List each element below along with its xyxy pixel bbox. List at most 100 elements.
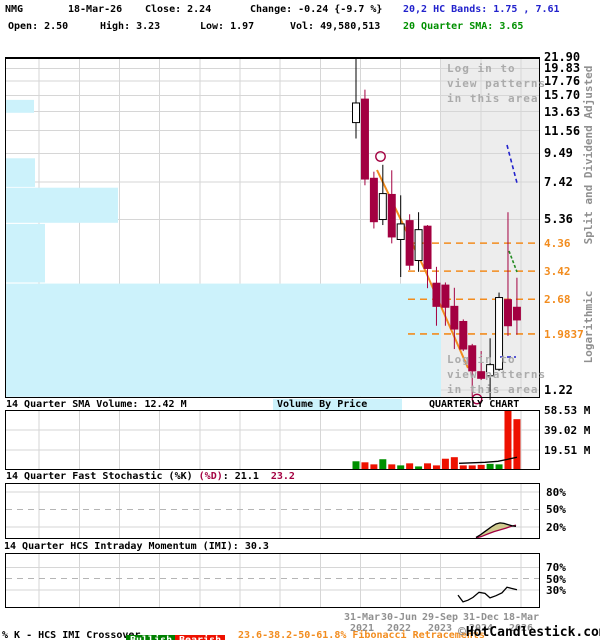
login-line: view patterns bbox=[447, 77, 547, 90]
change-value: Change: -0.24 {-9.7 %} bbox=[250, 4, 383, 15]
chart-type-label: QUARTERLY CHART bbox=[429, 399, 520, 410]
price-axis-label: 13.63 bbox=[544, 104, 581, 119]
candle-body-bearish bbox=[387, 193, 396, 238]
volume-bar-bearish bbox=[468, 465, 476, 469]
fibonacci-level-label: 3.42 bbox=[544, 265, 571, 279]
bullish-badge: Bullish bbox=[126, 635, 177, 640]
copyright-symbol: © bbox=[458, 625, 466, 640]
candle-body-bullish bbox=[378, 193, 387, 221]
stochastic-axis-label: 20% bbox=[546, 520, 566, 534]
low-value: Low: 1.97 bbox=[200, 21, 255, 32]
price-axis-label: 15.70 bbox=[544, 88, 581, 103]
price-axis-label: 19.83 bbox=[544, 61, 581, 76]
candle-body-bearish bbox=[459, 320, 468, 350]
price-scale-caption: Split and Dividend Adjusted bbox=[582, 65, 595, 245]
volume-axis-label: 58.53 M bbox=[544, 404, 591, 417]
candle-body-bullish bbox=[396, 223, 405, 240]
vbp-highlight bbox=[273, 399, 402, 410]
volume-bar-bearish bbox=[441, 458, 449, 469]
fibonacci-level-label: 2.68 bbox=[544, 293, 571, 307]
volume-bar-bullish bbox=[352, 461, 360, 469]
high-value: High: 3.23 bbox=[100, 21, 161, 32]
price-axis-label: 21.90 bbox=[544, 50, 581, 64]
panel-border bbox=[5, 410, 540, 470]
open-value: Open: 2.50 bbox=[8, 21, 69, 32]
hc-bands-value: 20,2 HC Bands: 1.75 , 7.61 bbox=[403, 4, 560, 15]
volume-bar-bullish bbox=[495, 464, 503, 469]
candle-body-bearish bbox=[477, 371, 486, 379]
login-overlay-bottom[interactable]: Log in to view patterns in this area bbox=[447, 352, 546, 397]
login-line: Log in to bbox=[447, 353, 516, 366]
stochastic-strip: 14 Quarter Fast Stochastic (%K) (%D): 21… bbox=[6, 471, 295, 482]
price-axis-label: 17.76 bbox=[544, 74, 581, 89]
candle-body-bullish bbox=[414, 229, 423, 262]
stoch-label: 14 Quarter Fast Stochastic (%K) bbox=[6, 471, 199, 482]
volume-bar-bearish bbox=[406, 463, 414, 469]
candle-body-bearish bbox=[423, 225, 432, 269]
date-tick-label: 31-Mar 2021 bbox=[343, 612, 381, 634]
fibonacci-legend: 23.6-38.2-50-61.8% Fibonacci Retracement… bbox=[238, 630, 485, 640]
bearish-badge: Bearish bbox=[175, 635, 226, 640]
log-scale-caption: Logarithmic bbox=[582, 290, 595, 364]
price-axis-label: 11.56 bbox=[544, 123, 581, 138]
volume-bar-bearish bbox=[450, 457, 458, 469]
volume-by-price-bar bbox=[6, 158, 35, 187]
volume-bar-bearish bbox=[432, 465, 440, 469]
price-axis-label: 1.22 bbox=[544, 383, 573, 397]
pattern-circle-marker bbox=[471, 393, 483, 405]
volume-axis-label: 19.51 M bbox=[544, 444, 591, 457]
date-tick-label: 18-Mar 2026 bbox=[502, 612, 540, 634]
crossover-legend: % K - HCS IMI Crossover, bbox=[2, 630, 147, 640]
volume-axis-label: 39.02 M bbox=[544, 424, 591, 437]
volume-by-price-bar bbox=[6, 223, 45, 283]
stochastic-axis-label: 80% bbox=[546, 485, 566, 499]
volume-sma-label: 14 Quarter SMA Volume: 12.42 M bbox=[6, 399, 187, 410]
price-axis-label: 9.49 bbox=[544, 146, 573, 161]
volume-sma-line bbox=[458, 456, 518, 464]
volume-bar-bearish bbox=[361, 462, 369, 469]
candle-body-bullish bbox=[486, 364, 495, 377]
stoch-k-value: : 21.1 bbox=[222, 471, 259, 482]
volume-by-price-bar bbox=[6, 99, 34, 113]
volume-bar-bearish bbox=[424, 463, 432, 469]
candle-body-bearish bbox=[360, 98, 369, 180]
stochastic-axis-label: 50% bbox=[546, 503, 566, 517]
fibonacci-level-label: 4.36 bbox=[544, 237, 571, 251]
sma-value: 20 Quarter SMA: 3.65 bbox=[403, 21, 524, 32]
date-tick-label: 30-Jun 2022 bbox=[380, 612, 418, 634]
candle-body-bearish bbox=[441, 284, 450, 308]
candle-body-bearish bbox=[468, 345, 477, 372]
candle-body-bearish bbox=[512, 306, 521, 321]
date-tick-label: 29-Sep 2023 bbox=[421, 612, 459, 634]
close-value: Close: 2.24 bbox=[145, 4, 212, 15]
pattern-circle-marker bbox=[375, 151, 386, 162]
copyright-link[interactable]: ©HotCandlestick.com bbox=[458, 626, 600, 640]
stochastic-d-line bbox=[475, 524, 517, 539]
volume-bar-bullish bbox=[379, 459, 387, 469]
volume-bar-bearish bbox=[504, 410, 512, 469]
imi-axis-label: 50% bbox=[546, 572, 566, 586]
panel-border bbox=[5, 553, 540, 608]
candle-body-bearish bbox=[503, 299, 512, 327]
volume-bar-bearish bbox=[477, 464, 485, 469]
candle-body-bearish bbox=[450, 305, 459, 330]
volume-by-price-bar bbox=[6, 283, 441, 397]
price-axis-label: 7.42 bbox=[544, 174, 573, 189]
stoch-d-label: (%D) bbox=[198, 471, 223, 482]
stoch-d-value: 23.2 bbox=[270, 471, 295, 482]
login-line: in this area bbox=[447, 383, 539, 396]
volume-bar-bearish bbox=[370, 464, 378, 469]
candle-body-bullish bbox=[352, 102, 360, 124]
quote-date: 18-Mar-26 bbox=[68, 4, 123, 15]
fibonacci-level-label: 1.9837 bbox=[544, 327, 584, 341]
login-line: in this area bbox=[447, 92, 539, 105]
stochastic-k-line bbox=[475, 522, 517, 538]
login-overlay-top[interactable]: Log in to view patterns in this area bbox=[447, 61, 546, 106]
imi-axis-label: 30% bbox=[546, 583, 566, 597]
price-axis-label: 5.36 bbox=[544, 212, 573, 227]
volume-by-price-bar bbox=[6, 187, 118, 223]
volume-bar-bullish bbox=[397, 465, 405, 469]
